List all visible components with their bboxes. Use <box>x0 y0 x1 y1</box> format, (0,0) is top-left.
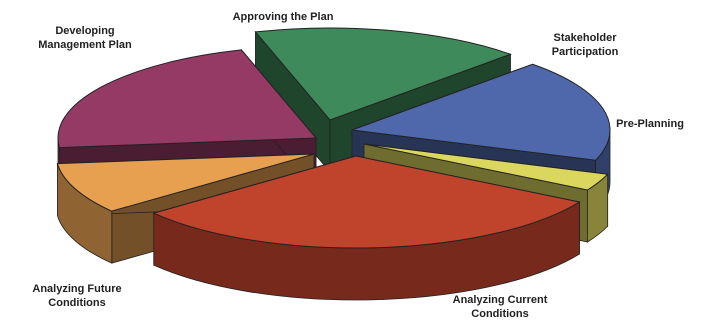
label-pre-planning: Pre-Planning <box>616 118 684 130</box>
label-analyzing-current-conditions: Analyzing Current Conditions <box>452 294 548 320</box>
label-developing-management-plan: Developing Management Plan <box>38 25 132 51</box>
label-stakeholder-participation: Stakeholder Participation <box>551 32 619 58</box>
label-analyzing-future-conditions: Analyzing Future Conditions <box>32 283 122 309</box>
slice-pre-planning <box>363 143 609 191</box>
slice-developing-management-plan <box>57 49 318 149</box>
slice-approving-the-plan <box>254 27 513 121</box>
slice-analyzing-future-conditions <box>56 153 315 212</box>
pie-tops <box>56 27 611 249</box>
label-approving-the-plan: Approving the Plan <box>232 11 334 23</box>
slice-stakeholder-participation <box>351 63 611 161</box>
slice-analyzing-current-conditions <box>152 155 581 249</box>
